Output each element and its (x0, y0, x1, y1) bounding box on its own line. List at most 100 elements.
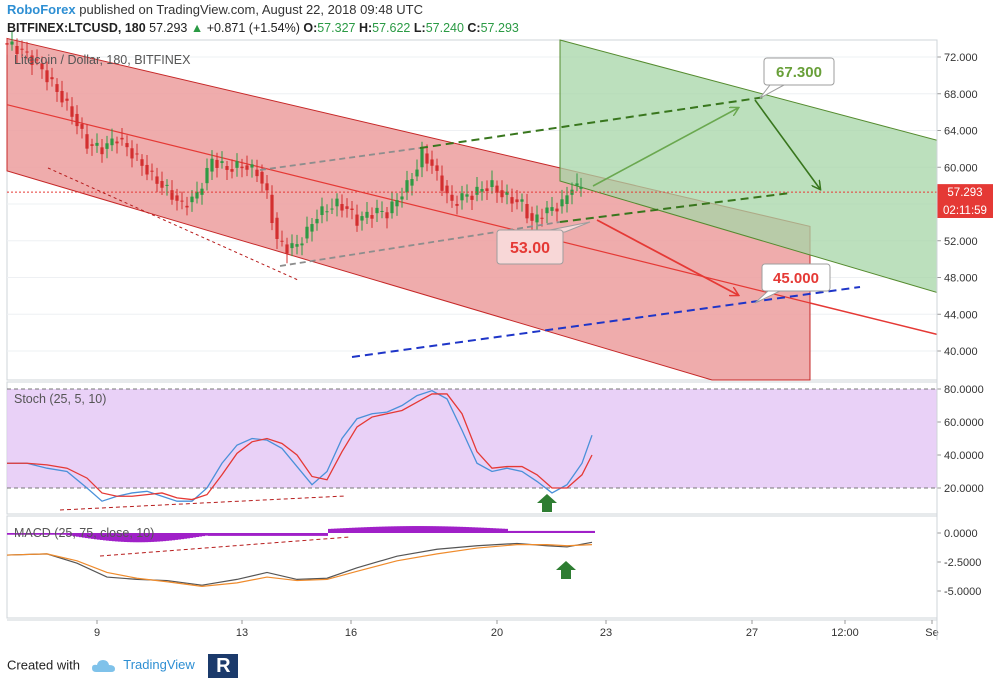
macd-axis[interactable]: 0.0000 -2.5000 -5.0000 (937, 528, 981, 598)
macd-hist-bar (448, 526, 451, 533)
stoch-d-line (7, 393, 593, 501)
candle-body (350, 208, 354, 210)
macd-hist-bar (586, 530, 589, 533)
macd-hist-bar (565, 530, 568, 533)
price-change: +0.871 (+1.54%) (206, 21, 300, 35)
macd-hist-bar (85, 533, 88, 539)
macd-hist-bar (382, 526, 385, 533)
macd-hist-bar (313, 533, 316, 536)
candle-body (105, 143, 109, 149)
macd-hist-bar (100, 533, 103, 541)
candle-body (435, 165, 439, 171)
macd-hist-bar (421, 526, 424, 533)
author-name[interactable]: RoboForex (7, 2, 76, 17)
tradingview-cloud-icon (91, 660, 115, 672)
main-pane-title: Litecoin / Dollar, 180, BITFINEX (14, 53, 191, 67)
macd-hist-bar (220, 533, 223, 536)
macd-hist-bar (412, 526, 415, 533)
macd-hist-bar (397, 526, 400, 533)
candle-body (90, 144, 94, 146)
last-price: 57.293 (149, 21, 188, 35)
candle-body (565, 195, 569, 204)
macd-hist-bar (463, 526, 466, 533)
candle-body (405, 180, 409, 193)
macd-hist-bar (442, 526, 445, 533)
macd-hist-bar (268, 533, 271, 536)
candle-body (495, 185, 499, 193)
macd-hist-bar (550, 530, 553, 533)
price-tick-label: 68.000 (944, 89, 978, 101)
candle-body (320, 206, 324, 216)
macd-hist-bar (118, 533, 121, 542)
macd-hist-bar (82, 533, 85, 538)
macd-hist-bar (253, 533, 256, 536)
low-value: 57.240 (425, 21, 464, 35)
macd-hist-bar (97, 533, 100, 540)
macd-hist-bar (46, 533, 49, 535)
macd-hist-bar (91, 533, 94, 539)
tradingview-link[interactable]: TradingView (123, 657, 195, 673)
time-tick-label: Se (925, 627, 938, 639)
target-up-label: 67.300 (776, 64, 822, 81)
macd-hist-bar (454, 526, 457, 533)
macd-hist-bar (502, 528, 505, 533)
macd-hist-bar (265, 533, 268, 536)
candle-body (395, 200, 399, 207)
forecast-arrow-down-green (754, 99, 820, 189)
macd-hist-bar (451, 526, 454, 533)
candle-body (330, 208, 334, 210)
macd-hist-bar (109, 533, 112, 541)
candle-body (460, 193, 464, 201)
macd-hist-bar (145, 533, 148, 543)
candle-body (65, 98, 69, 101)
macd-hist-bar (136, 533, 139, 543)
candle-body (240, 166, 244, 169)
macd-hist-bar (163, 533, 166, 542)
macd-hist-bar (286, 533, 289, 536)
candle-body (75, 113, 79, 127)
macd-hist-bar (580, 530, 583, 533)
candle-body (475, 186, 479, 195)
macd-hist-bar (319, 533, 322, 536)
macd-hist-bar (19, 533, 22, 535)
macd-hist-bar (229, 533, 232, 536)
time-tick-label: 12:00 (831, 627, 859, 639)
high-label: H: (358, 21, 373, 35)
macd-hist-bar (139, 533, 142, 543)
candle-body (579, 186, 583, 189)
macd-hist-bar (349, 527, 352, 533)
candle-body (10, 41, 14, 45)
candle-body (485, 188, 489, 192)
candle-body (305, 226, 309, 239)
macd-hist-bar (184, 533, 187, 539)
stoch-axis[interactable]: 80.0000 60.0000 40.0000 20.0000 (937, 384, 984, 495)
candle-body (360, 216, 364, 221)
candle-body (20, 48, 24, 50)
candle-body (260, 171, 264, 184)
candle-body (295, 244, 299, 247)
high-value: 57.622 (372, 21, 411, 35)
macd-hist-bar (31, 533, 34, 535)
callout-up-pointer (759, 84, 785, 99)
macd-hist-bar (226, 533, 229, 536)
macd-title: MACD (25, 75, close, 10) (14, 526, 154, 540)
macd-hist-bar (484, 527, 487, 533)
macd-hist-bar (292, 533, 295, 536)
macd-hist-bar (316, 533, 319, 536)
close-value: 57.293 (480, 21, 519, 35)
macd-hist-bar (217, 533, 220, 536)
macd-hist-bar (394, 526, 397, 533)
macd-hist-bar (157, 533, 160, 542)
callout-mid-box (496, 229, 564, 265)
time-tick-label: 27 (746, 627, 758, 639)
macd-hist-bar (175, 533, 178, 540)
candle-body (205, 167, 209, 184)
macd-hist-bar (133, 533, 136, 543)
macd-hist-bar (61, 533, 64, 535)
countdown-box (937, 201, 993, 218)
time-axis[interactable]: 9 13 16 20 23 27 12:00 Se (7, 619, 939, 639)
macd-hist-bar (289, 533, 292, 536)
candle-body (190, 196, 194, 203)
candle-body (365, 211, 369, 218)
